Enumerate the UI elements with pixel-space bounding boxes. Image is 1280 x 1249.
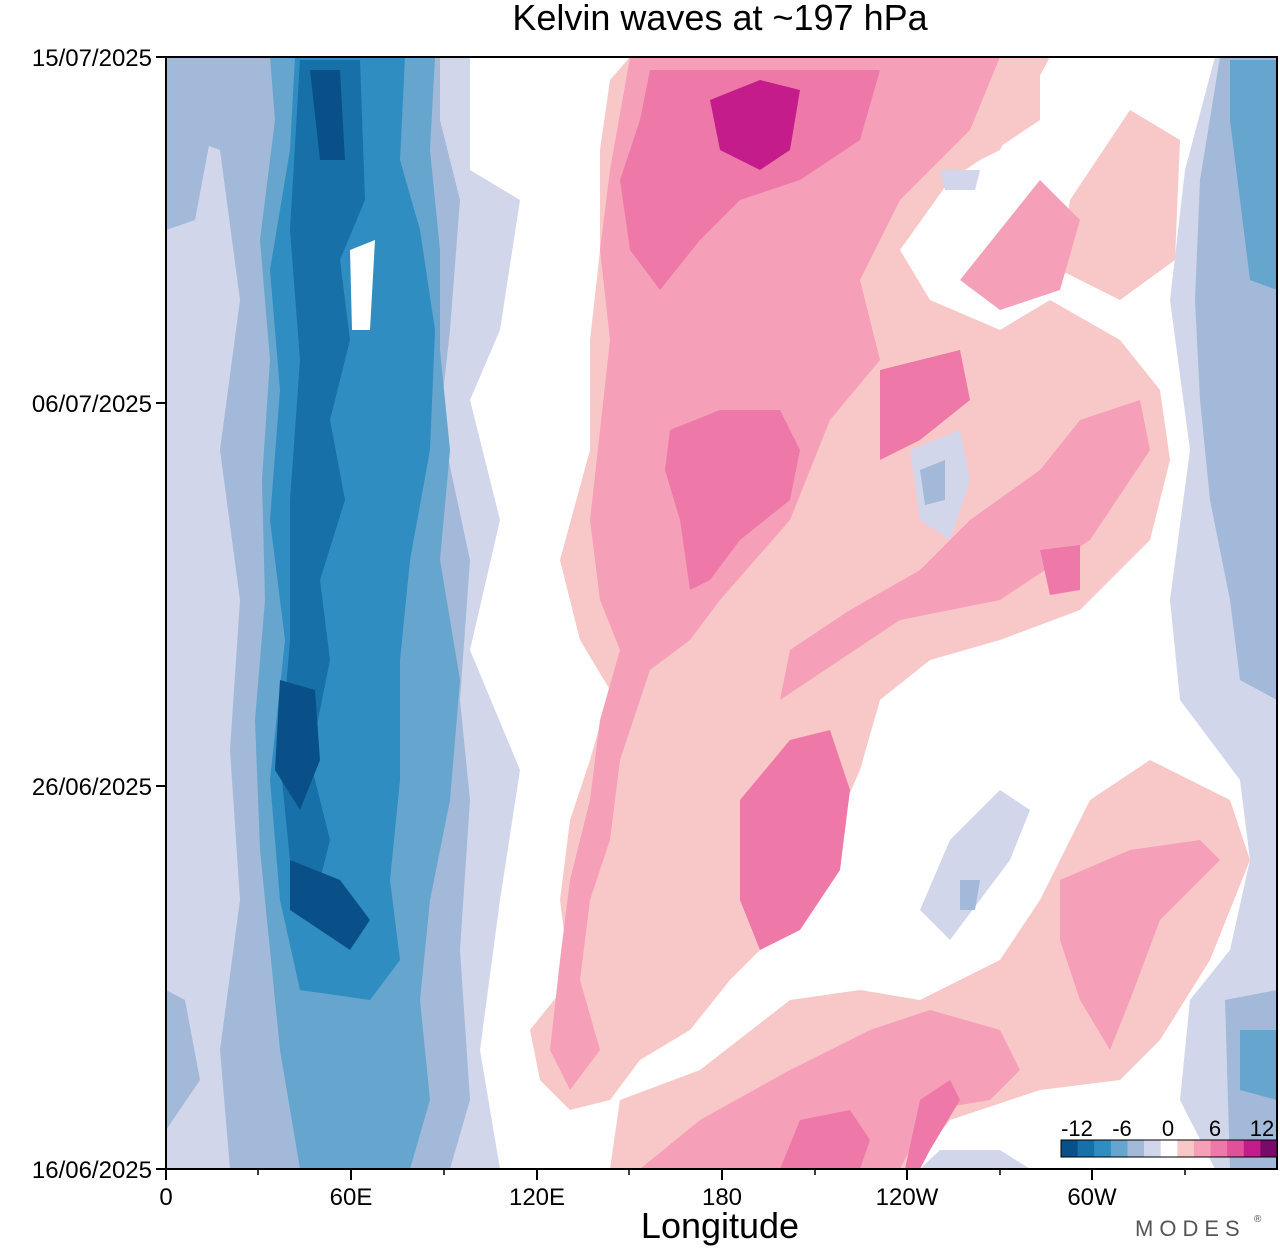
contour-pos-2b: [780, 180, 1150, 700]
contour-pos-2: [550, 57, 1000, 1090]
x-tick-label: 180: [702, 1184, 742, 1211]
colorbar-swatch: [1193, 1140, 1212, 1157]
brand-logo: MODES: [1135, 1216, 1246, 1241]
x-axis-title: Longitude: [641, 1205, 799, 1246]
colorbar-label: -12: [1061, 1116, 1093, 1141]
contour-pos-3c: [740, 730, 850, 950]
colorbar-swatch: [1227, 1140, 1245, 1157]
y-tick-label: 26/06/2025: [32, 774, 152, 801]
contour-field: [166, 57, 1277, 1169]
y-axis: [156, 56, 166, 1170]
contour-pos-3b: [665, 410, 800, 590]
colorbar-swatch: [1160, 1140, 1178, 1157]
colorbar-swatch: [1077, 1140, 1095, 1157]
contour-pos-bottom-2: [640, 840, 1220, 1169]
x-tick-label: 0: [159, 1184, 172, 1211]
contour-pos-3: [620, 70, 880, 290]
registered-mark-icon: ®: [1254, 1214, 1262, 1225]
colorbar-swatch: [1061, 1140, 1079, 1157]
colorbar-swatch: [1177, 1140, 1195, 1157]
colorbar-swatch: [1110, 1140, 1128, 1157]
x-minor-ticks: [257, 1169, 1186, 1175]
colorbar-swatch: [1243, 1140, 1261, 1157]
colorbar-swatch: [1127, 1140, 1145, 1157]
contour-right-neg-3: [1230, 60, 1277, 1100]
colorbar: [1060, 1139, 1278, 1158]
y-tick-label: 16/06/2025: [32, 1157, 152, 1184]
colorbar-swatch: [1144, 1140, 1162, 1157]
contour-neg-bottom: [920, 1150, 1030, 1169]
contour-left-edge: [166, 57, 210, 1130]
colorbar-label: 12: [1250, 1116, 1274, 1141]
colorbar-frame: [1060, 1139, 1278, 1158]
colorbar-swatch: [1260, 1140, 1278, 1157]
x-tick-label: 120W: [876, 1184, 939, 1211]
colorbar-swatch: [1210, 1140, 1228, 1157]
contour-pos-bottom: [610, 760, 1250, 1169]
x-tick-label: 120E: [509, 1184, 565, 1211]
x-tick-label: 60W: [1067, 1184, 1117, 1211]
x-tick-label: 60E: [330, 1184, 373, 1211]
colorbar-label: -6: [1112, 1116, 1132, 1141]
contour-neg-6: [275, 70, 370, 950]
colorbar-label: 6: [1209, 1116, 1221, 1141]
contour-pos-bottom-3: [780, 1080, 960, 1169]
contour-pos-4: [710, 80, 800, 170]
contour-neg-hole: [350, 240, 375, 330]
colorbar-swatch: [1094, 1140, 1112, 1157]
colorbar-label: 0: [1162, 1116, 1174, 1141]
y-tick-label: 06/07/2025: [32, 391, 152, 418]
contour-right-neg-2: [1195, 57, 1277, 1169]
y-tick-label: 15/07/2025: [32, 45, 152, 72]
x-axis: [165, 1169, 1093, 1180]
chart-title: Kelvin waves at ~197 hPa: [512, 0, 928, 38]
